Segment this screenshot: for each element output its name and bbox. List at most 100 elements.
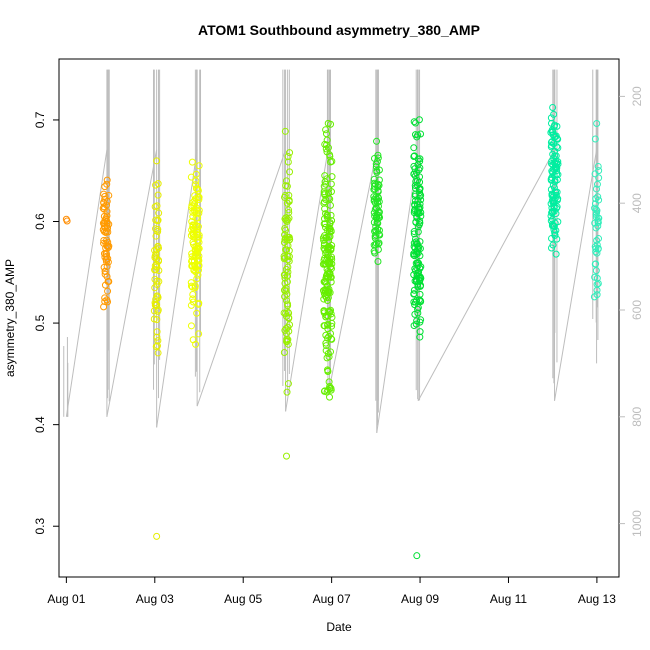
transit-line bbox=[106, 149, 158, 417]
data-point bbox=[193, 309, 201, 317]
data-point bbox=[322, 331, 330, 339]
data-point bbox=[321, 288, 329, 296]
data-point bbox=[320, 256, 328, 264]
data-point bbox=[320, 244, 328, 252]
data-point bbox=[187, 322, 195, 330]
data-point bbox=[281, 231, 289, 239]
data-point bbox=[321, 292, 329, 300]
y2-axis: 200 400 600 800 1000 bbox=[619, 86, 644, 537]
data-point bbox=[595, 174, 603, 182]
x-tick-label: Aug 13 bbox=[578, 592, 616, 606]
data-point bbox=[193, 242, 201, 250]
data-point bbox=[411, 184, 419, 192]
data-point bbox=[416, 192, 424, 200]
data-point bbox=[103, 212, 111, 220]
data-point bbox=[593, 237, 601, 245]
data-point bbox=[195, 162, 203, 170]
data-point bbox=[321, 220, 329, 228]
y2-tick-label: 800 bbox=[630, 406, 644, 426]
x-tick-label: Aug 09 bbox=[401, 592, 439, 606]
data-point bbox=[548, 128, 556, 136]
data-point bbox=[284, 216, 292, 224]
data-point bbox=[187, 173, 195, 181]
data-point bbox=[281, 215, 289, 223]
data-point bbox=[152, 232, 160, 240]
data-point bbox=[326, 195, 334, 203]
data-point bbox=[591, 135, 599, 143]
data-point bbox=[284, 380, 292, 388]
data-point bbox=[284, 309, 292, 317]
data-point bbox=[282, 214, 290, 222]
data-point bbox=[191, 246, 199, 254]
data-point bbox=[372, 214, 380, 222]
data-point bbox=[417, 274, 425, 282]
data-point bbox=[548, 215, 556, 223]
x-tick-label: Aug 03 bbox=[136, 592, 174, 606]
data-point bbox=[325, 378, 333, 386]
data-point bbox=[100, 228, 108, 236]
data-point bbox=[323, 175, 331, 183]
data-point bbox=[153, 301, 161, 309]
data-point bbox=[410, 239, 418, 247]
data-point bbox=[412, 119, 420, 127]
data-point bbox=[102, 215, 110, 223]
transit-line bbox=[554, 149, 598, 401]
data-point bbox=[592, 267, 600, 275]
y-tick-label: 0.3 bbox=[33, 518, 47, 535]
data-point bbox=[372, 163, 380, 171]
data-point bbox=[371, 180, 379, 188]
data-point bbox=[101, 270, 109, 278]
data-point bbox=[551, 176, 559, 184]
x-axis-label: Date bbox=[326, 620, 352, 634]
data-point bbox=[552, 204, 560, 212]
data-point bbox=[190, 202, 198, 210]
data-point bbox=[153, 333, 161, 341]
data-point bbox=[192, 340, 200, 348]
data-point bbox=[594, 162, 602, 170]
y-tick-label: 0.7 bbox=[33, 111, 47, 128]
data-point bbox=[100, 263, 108, 271]
data-point bbox=[192, 181, 200, 189]
transit-line bbox=[327, 149, 378, 396]
data-point bbox=[549, 199, 557, 207]
data-point bbox=[281, 191, 289, 199]
data-point bbox=[326, 220, 334, 228]
data-point bbox=[187, 301, 195, 309]
data-point bbox=[322, 210, 330, 218]
data-point bbox=[191, 261, 199, 269]
data-point bbox=[416, 318, 424, 326]
data-point bbox=[321, 205, 329, 213]
data-point bbox=[283, 337, 291, 345]
data-point bbox=[323, 297, 331, 305]
data-point bbox=[195, 300, 203, 308]
data-point bbox=[326, 384, 334, 392]
data-point bbox=[375, 176, 383, 184]
data-point bbox=[595, 167, 603, 175]
data-point bbox=[150, 315, 158, 323]
x-tick-label: Aug 01 bbox=[47, 592, 85, 606]
data-point bbox=[189, 221, 197, 229]
data-point bbox=[373, 137, 381, 145]
data-point bbox=[325, 233, 333, 241]
data-point bbox=[594, 244, 602, 252]
data-point bbox=[195, 266, 203, 274]
y-tick-label: 0.6 bbox=[33, 213, 47, 230]
data-point bbox=[152, 250, 160, 258]
data-point bbox=[553, 122, 561, 130]
data-point bbox=[195, 196, 203, 204]
data-point bbox=[594, 218, 602, 226]
data-point bbox=[411, 192, 419, 200]
data-point bbox=[547, 114, 555, 122]
data-point bbox=[371, 227, 379, 235]
data-point bbox=[370, 218, 378, 226]
data-point bbox=[374, 180, 382, 188]
data-point bbox=[323, 354, 331, 362]
data-point bbox=[412, 238, 420, 246]
data-point bbox=[153, 342, 161, 350]
data-point bbox=[592, 245, 600, 253]
y-axis: 0.3 0.4 0.5 0.6 0.7 bbox=[33, 111, 59, 535]
data-point bbox=[411, 277, 419, 285]
data-point bbox=[412, 259, 420, 267]
data-point bbox=[285, 206, 293, 214]
data-point bbox=[374, 187, 382, 195]
